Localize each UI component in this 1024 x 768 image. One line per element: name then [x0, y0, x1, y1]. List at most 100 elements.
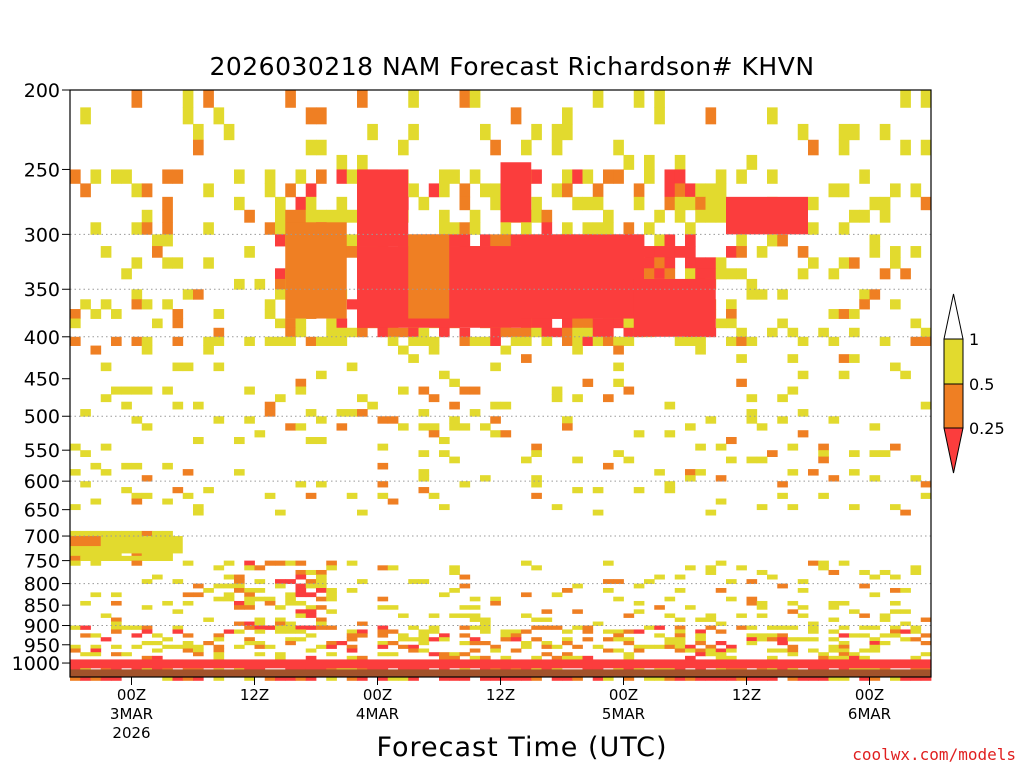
ri-cell	[879, 336, 891, 346]
ri-cell	[510, 666, 522, 671]
ri-cell	[80, 600, 91, 606]
ri-cell	[285, 637, 296, 642]
ri-cell	[562, 423, 573, 431]
ri-cell	[695, 196, 706, 211]
ri-cell	[551, 394, 563, 403]
ri-cell	[572, 318, 583, 329]
ri-cell	[797, 409, 809, 417]
ri-cell	[808, 637, 819, 642]
ri-cell	[644, 222, 655, 235]
ri-cell	[131, 462, 143, 470]
ri-cell	[111, 592, 122, 598]
ri-cell	[295, 196, 307, 211]
ri-cell	[316, 481, 327, 488]
ri-cell	[869, 196, 881, 211]
ri-cell	[838, 354, 850, 363]
ri-cell	[223, 560, 235, 566]
ri-cell	[695, 443, 706, 451]
ri-cell	[746, 677, 758, 681]
ri-cell	[562, 588, 573, 593]
ri-cell	[674, 637, 686, 642]
ri-cell	[777, 641, 788, 646]
ri-cell	[705, 648, 717, 653]
ri-cell	[316, 336, 327, 346]
ri-cell	[90, 633, 102, 638]
ri-cell	[767, 327, 778, 338]
ri-cell	[459, 641, 471, 646]
ri-cell	[623, 613, 635, 618]
ri-cell	[869, 666, 881, 671]
ri-cell	[244, 588, 255, 593]
ri-cell	[346, 677, 358, 681]
x-tick-label: 12Z	[240, 686, 269, 704]
ri-patch	[70, 536, 101, 547]
ri-cell	[838, 625, 850, 630]
ri-cell	[715, 629, 727, 634]
ri-cell	[879, 633, 891, 638]
ri-cell	[469, 90, 481, 108]
ri-cell	[664, 596, 676, 602]
ri-cell	[100, 637, 112, 642]
ri-cell	[603, 648, 614, 653]
ri-cell	[664, 487, 676, 494]
ri-cell	[244, 416, 255, 424]
ri-cell	[890, 362, 901, 372]
ri-cell	[234, 666, 245, 671]
ri-cell	[623, 655, 635, 660]
ri-cell	[869, 574, 881, 580]
ri-cell	[234, 629, 245, 634]
ri-cell	[336, 196, 348, 211]
ri-cell	[695, 633, 706, 638]
ri-cell	[275, 394, 286, 403]
ri-cell	[90, 648, 102, 653]
ri-cell	[726, 648, 737, 653]
ri-cell	[346, 637, 358, 642]
ri-cell	[295, 666, 307, 671]
ri-cell	[244, 565, 255, 571]
ri-cell	[531, 123, 542, 141]
ri-patch	[633, 278, 716, 337]
ri-cell	[439, 666, 450, 671]
ri-cell	[541, 625, 553, 630]
x-tick-label: 00Z	[609, 686, 638, 704]
colorbar-bin	[943, 338, 964, 385]
ri-cell	[244, 621, 255, 626]
ri-cell	[613, 666, 624, 671]
ri-cell	[623, 456, 635, 464]
ri-cell	[490, 196, 501, 211]
ri-cell	[572, 625, 583, 630]
ri-cell	[654, 574, 665, 580]
ri-cell	[746, 456, 758, 464]
ri-cell	[613, 629, 624, 634]
ri-cell	[838, 677, 850, 681]
ri-cell	[80, 633, 91, 638]
ri-cell	[500, 655, 512, 660]
ri-cell	[705, 209, 717, 223]
ri-cell	[100, 443, 112, 451]
ri-cell	[480, 123, 491, 141]
ground-surface	[70, 669, 931, 677]
ri-cell	[264, 625, 276, 630]
ri-cell	[264, 596, 276, 602]
ri-cell	[131, 386, 143, 395]
ri-cell	[664, 246, 676, 258]
ri-cell	[418, 196, 430, 211]
ri-cell	[777, 583, 788, 589]
ri-cell	[900, 629, 911, 634]
ri-cell	[264, 401, 276, 410]
ri-cell	[357, 509, 368, 516]
ri-cell	[357, 655, 368, 660]
ri-cell	[275, 196, 286, 211]
ri-cell	[111, 617, 122, 622]
ri-cell	[859, 655, 870, 660]
ri-cell	[305, 633, 317, 638]
ri-cell	[121, 268, 132, 280]
ri-cell	[746, 154, 758, 170]
ri-cell	[818, 456, 829, 464]
ri-cell	[920, 492, 932, 499]
ri-cell	[408, 637, 419, 642]
ri-cell	[316, 436, 327, 445]
ri-cell	[264, 560, 276, 566]
ri-cell	[326, 609, 337, 614]
ri-cell	[121, 169, 132, 184]
